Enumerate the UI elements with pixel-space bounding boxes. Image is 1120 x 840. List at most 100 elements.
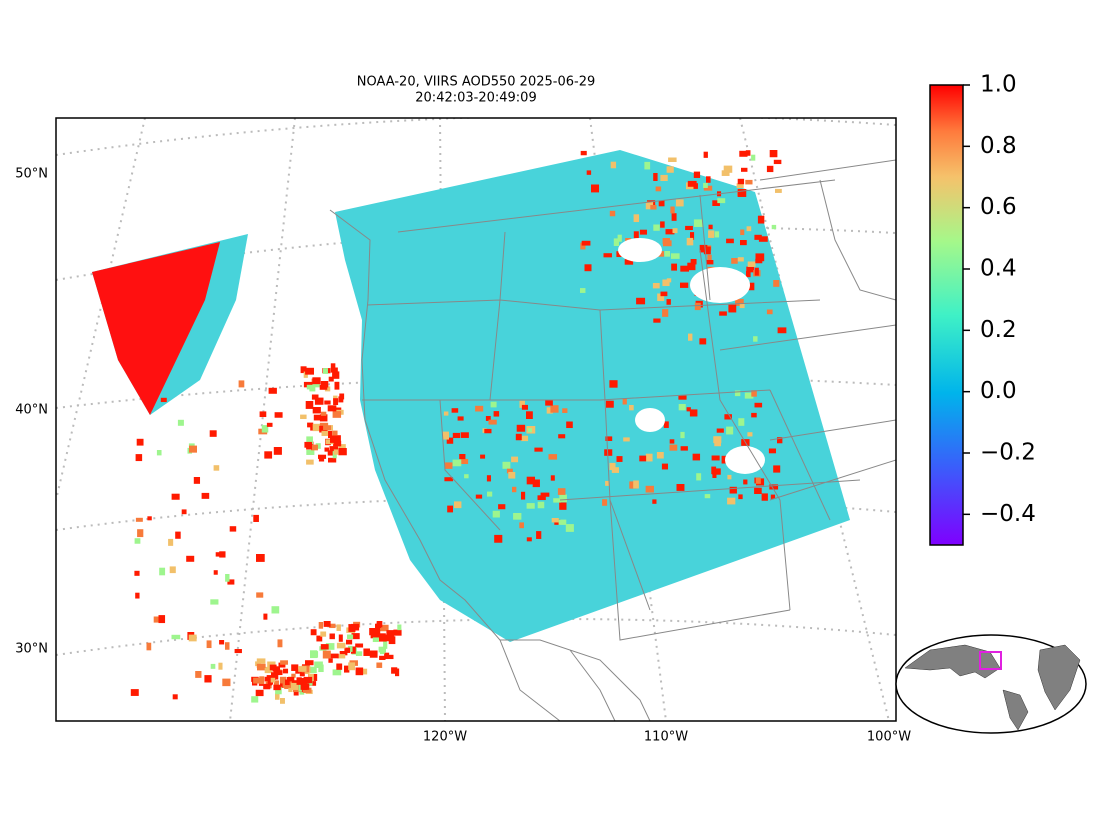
coastline [329,209,561,721]
speck [519,400,525,408]
speck [502,461,511,469]
speck [306,449,315,455]
speck [344,647,351,653]
speck [306,442,312,450]
speck [652,283,660,289]
speck [457,416,464,421]
speck [484,428,492,434]
graticule [56,118,896,156]
speck [136,438,144,446]
speck [532,479,540,488]
speck [279,676,287,684]
speck [526,476,536,485]
speck [545,400,553,406]
speck [675,199,684,207]
lon-label: 120°W [423,730,467,745]
map-area [56,118,896,721]
speck [616,251,622,258]
speck [485,416,491,421]
speck [754,402,763,408]
speck [737,189,747,197]
speck [459,454,466,460]
speck [206,640,212,649]
speck [506,468,513,474]
speck [311,394,319,400]
speck [746,271,751,278]
speck [269,664,277,671]
speck [591,184,600,193]
speck [668,157,677,163]
speck [251,696,259,703]
inset-globe [895,634,1087,734]
speck [559,494,567,503]
speck [680,282,689,288]
speck [306,459,314,465]
speck [754,487,762,494]
speck [460,432,469,438]
speck [739,150,748,157]
speck [655,186,662,192]
speck [271,606,280,614]
speck [386,630,395,637]
lat-label: 50°N [15,167,48,182]
speck [305,367,314,375]
speck [662,279,670,287]
speck [324,447,330,452]
speck [171,493,180,500]
speck [665,229,675,235]
speck [712,470,717,479]
speck [271,672,279,680]
graticule [56,496,896,531]
speck [256,658,266,664]
speck [721,455,727,464]
speck [746,266,755,273]
speck [526,503,535,509]
speck [316,635,323,642]
speck [736,183,744,189]
speck [687,180,697,187]
speck [633,231,639,239]
speck [475,494,483,499]
speck [305,660,314,666]
speck [213,465,220,471]
speck [291,673,296,678]
speck [773,465,781,473]
speck [475,405,484,412]
title-line: NOAA-20, VIIRS AOD550 2025-06-29 [357,75,595,90]
speck [137,529,144,538]
speck [270,677,276,683]
speck [680,446,688,451]
speck [661,463,669,470]
speck [378,634,387,642]
speck [737,257,744,262]
speck [222,678,231,687]
speck [355,651,363,656]
speck [452,459,462,467]
speck [295,669,300,674]
speck [302,687,312,693]
speck [346,639,353,645]
mexico-coast [500,639,651,721]
speck [363,648,370,656]
speck [325,643,335,650]
speck [355,643,364,648]
speck [452,432,461,439]
data-gap [725,446,765,474]
speck [658,200,665,207]
speck [330,363,336,369]
speck [393,629,402,636]
speck [204,675,212,683]
speck [645,453,653,462]
speck [328,457,337,463]
speck [397,624,402,631]
speck [553,498,561,503]
speck [314,397,324,405]
speck [327,405,337,412]
speck [513,513,522,520]
speck [690,259,697,265]
speck [511,456,519,463]
speck [729,486,737,494]
speck [566,421,573,429]
colorbar-tick-label: 1.0 [980,72,1017,98]
speck [487,491,493,497]
